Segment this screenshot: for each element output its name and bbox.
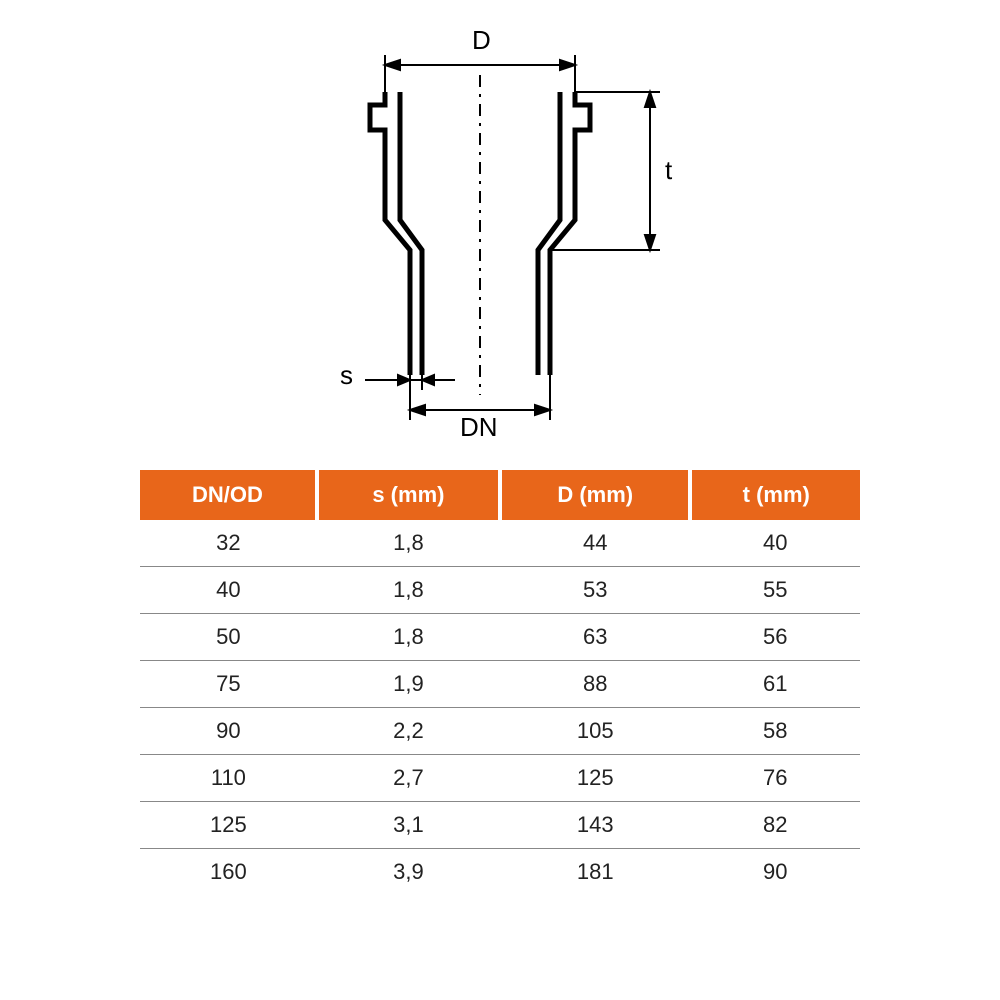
- table-cell: 56: [690, 614, 860, 661]
- col-header: D (mm): [500, 470, 690, 520]
- table-cell: 61: [690, 661, 860, 708]
- table-row: 1603,918190: [140, 849, 860, 896]
- table-cell: 1,8: [317, 614, 500, 661]
- table-cell: 105: [500, 708, 690, 755]
- table-cell: 40: [690, 520, 860, 567]
- table-cell: 75: [140, 661, 317, 708]
- table-row: 401,85355: [140, 567, 860, 614]
- table-header-row: DN/OD s (mm) D (mm) t (mm): [140, 470, 860, 520]
- col-header: DN/OD: [140, 470, 317, 520]
- table-cell: 82: [690, 802, 860, 849]
- dimensions-table: DN/OD s (mm) D (mm) t (mm) 321,84440401,…: [140, 470, 860, 895]
- col-header: s (mm): [317, 470, 500, 520]
- table-cell: 55: [690, 567, 860, 614]
- col-header: t (mm): [690, 470, 860, 520]
- table-row: 751,98861: [140, 661, 860, 708]
- table-cell: 110: [140, 755, 317, 802]
- label-DN: DN: [460, 412, 498, 443]
- table-cell: 2,7: [317, 755, 500, 802]
- table-row: 1102,712576: [140, 755, 860, 802]
- pipe-diagram: D t s DN: [200, 20, 800, 440]
- table-cell: 143: [500, 802, 690, 849]
- table-cell: 44: [500, 520, 690, 567]
- table-cell: 3,1: [317, 802, 500, 849]
- table-cell: 90: [140, 708, 317, 755]
- table-cell: 58: [690, 708, 860, 755]
- table-row: 1253,114382: [140, 802, 860, 849]
- table-cell: 50: [140, 614, 317, 661]
- table-cell: 76: [690, 755, 860, 802]
- table-row: 902,210558: [140, 708, 860, 755]
- table-cell: 160: [140, 849, 317, 896]
- label-s: s: [340, 360, 353, 391]
- table-cell: 90: [690, 849, 860, 896]
- table-cell: 3,9: [317, 849, 500, 896]
- table-cell: 125: [500, 755, 690, 802]
- label-t: t: [665, 155, 672, 186]
- table-cell: 2,2: [317, 708, 500, 755]
- table-cell: 181: [500, 849, 690, 896]
- table-cell: 125: [140, 802, 317, 849]
- table-cell: 1,8: [317, 520, 500, 567]
- table-cell: 88: [500, 661, 690, 708]
- table-cell: 53: [500, 567, 690, 614]
- table-row: 501,86356: [140, 614, 860, 661]
- table-cell: 63: [500, 614, 690, 661]
- table-row: 321,84440: [140, 520, 860, 567]
- table-cell: 40: [140, 567, 317, 614]
- label-D: D: [472, 25, 491, 56]
- table-cell: 32: [140, 520, 317, 567]
- table-cell: 1,9: [317, 661, 500, 708]
- table-cell: 1,8: [317, 567, 500, 614]
